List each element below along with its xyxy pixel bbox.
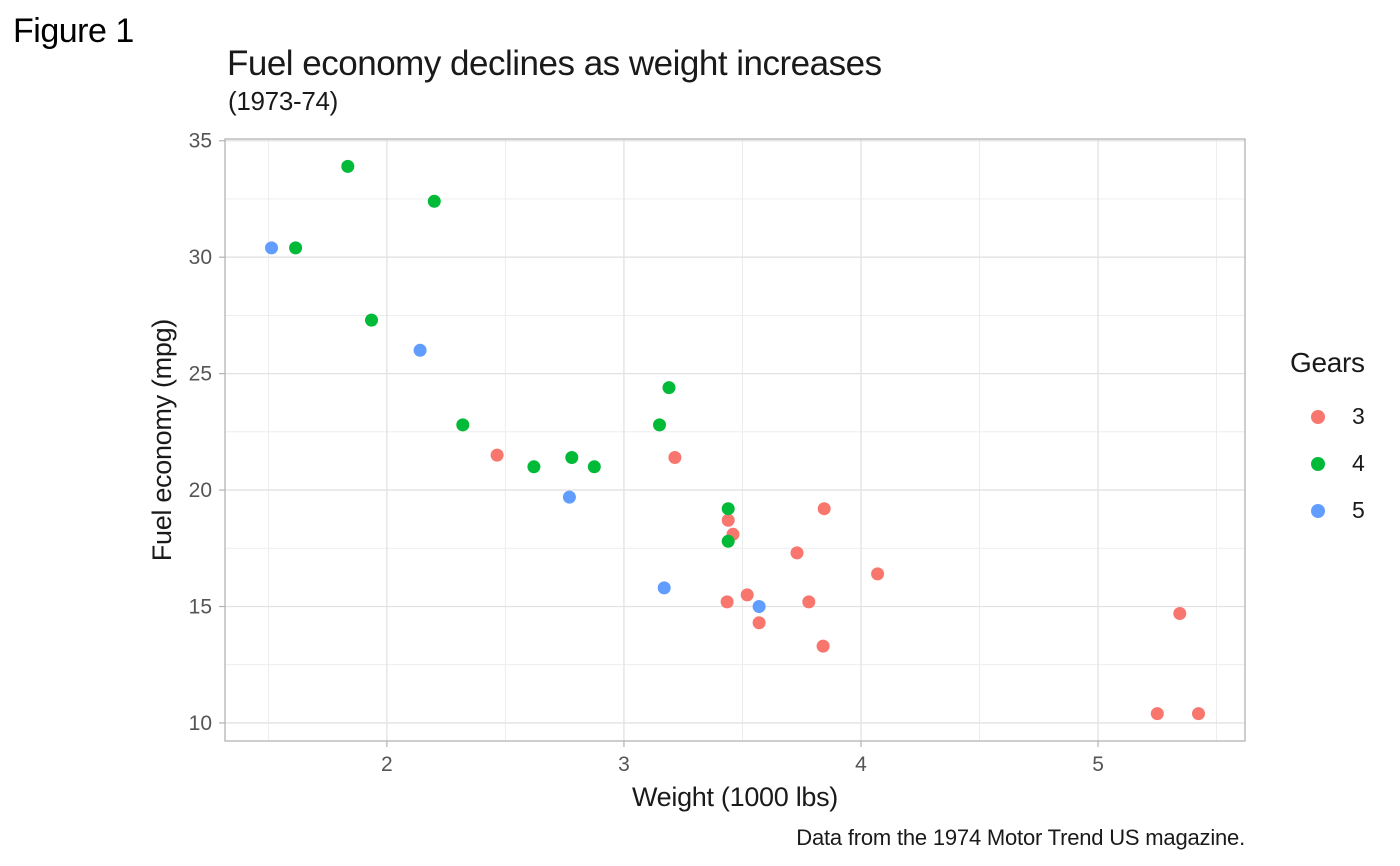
y-tick-label: 30 [189,246,212,269]
data-point-gear-4 [587,460,601,474]
legend-item-gear-3: 3 [1290,393,1365,440]
data-point-gear-3 [816,639,830,653]
legend-key-dot [1311,503,1325,518]
data-point-gear-4 [721,534,735,548]
legend-key-dot [1311,409,1325,424]
data-point-gear-4 [365,313,378,327]
data-point-gear-5 [265,241,278,255]
data-point-gear-4 [662,381,676,395]
data-point-gear-3 [490,448,504,462]
data-point-gear-3 [720,595,734,609]
data-point-gear-3 [871,567,885,581]
x-tick-label: 5 [1092,753,1104,776]
data-point-gear-4 [341,159,355,173]
y-axis-title: Fuel economy (mpg) [144,139,180,741]
data-point-gear-4 [527,460,541,474]
legend-item-label: 5 [1352,497,1365,523]
x-tick-label: 4 [855,753,867,776]
data-point-gear-3 [1173,607,1187,620]
data-point-gear-5 [413,343,427,357]
data-point-gear-4 [721,502,735,516]
data-point-gear-3 [1192,707,1205,721]
chart-caption: Data from the 1974 Motor Trend US magazi… [796,825,1245,850]
x-tick-label: 2 [381,753,393,776]
data-point-gear-3 [752,616,766,630]
legend-item-label: 4 [1352,450,1365,476]
data-point-gear-3 [668,451,682,464]
data-point-gear-4 [456,418,470,432]
data-point-gear-3 [817,502,831,516]
data-point-gear-5 [562,490,576,504]
x-tick-label: 3 [618,753,630,776]
figure-label: Figure 1 [13,12,134,50]
panel-border [224,138,1246,742]
legend-title: Gears [1290,347,1365,378]
legend-item-gear-5: 5 [1290,487,1365,534]
data-point-gear-4 [427,194,441,208]
chart-subtitle: (1973-74) [228,86,339,116]
y-tick-label: 35 [189,130,212,153]
legend-item-label: 3 [1352,403,1365,429]
data-point-gear-5 [752,600,766,613]
data-point-gear-3 [1150,707,1164,721]
data-point-gear-4 [289,241,303,255]
data-point-gear-3 [740,588,754,602]
y-tick-label: 10 [189,712,212,735]
y-axis-title-text: Fuel economy (mpg) [146,318,177,562]
legend-items: 3 4 5 [1290,393,1365,534]
x-axis-title: Weight (1000 lbs) [631,782,838,812]
legend: Gears 3 4 5 [1290,347,1365,534]
chart-title: Fuel economy declines as weight increase… [227,44,882,83]
legend-key-dot [1311,456,1325,471]
y-tick-label: 25 [189,363,212,386]
y-tick-label: 15 [189,596,212,619]
data-point-gear-5 [657,581,671,595]
data-point-gear-4 [565,451,579,464]
data-point-gear-3 [790,546,804,560]
data-point-gear-4 [653,418,666,432]
data-point-gear-3 [721,513,735,527]
y-tick-label: 20 [189,479,212,502]
data-point-gear-3 [802,595,816,609]
legend-item-gear-4: 4 [1290,440,1365,487]
